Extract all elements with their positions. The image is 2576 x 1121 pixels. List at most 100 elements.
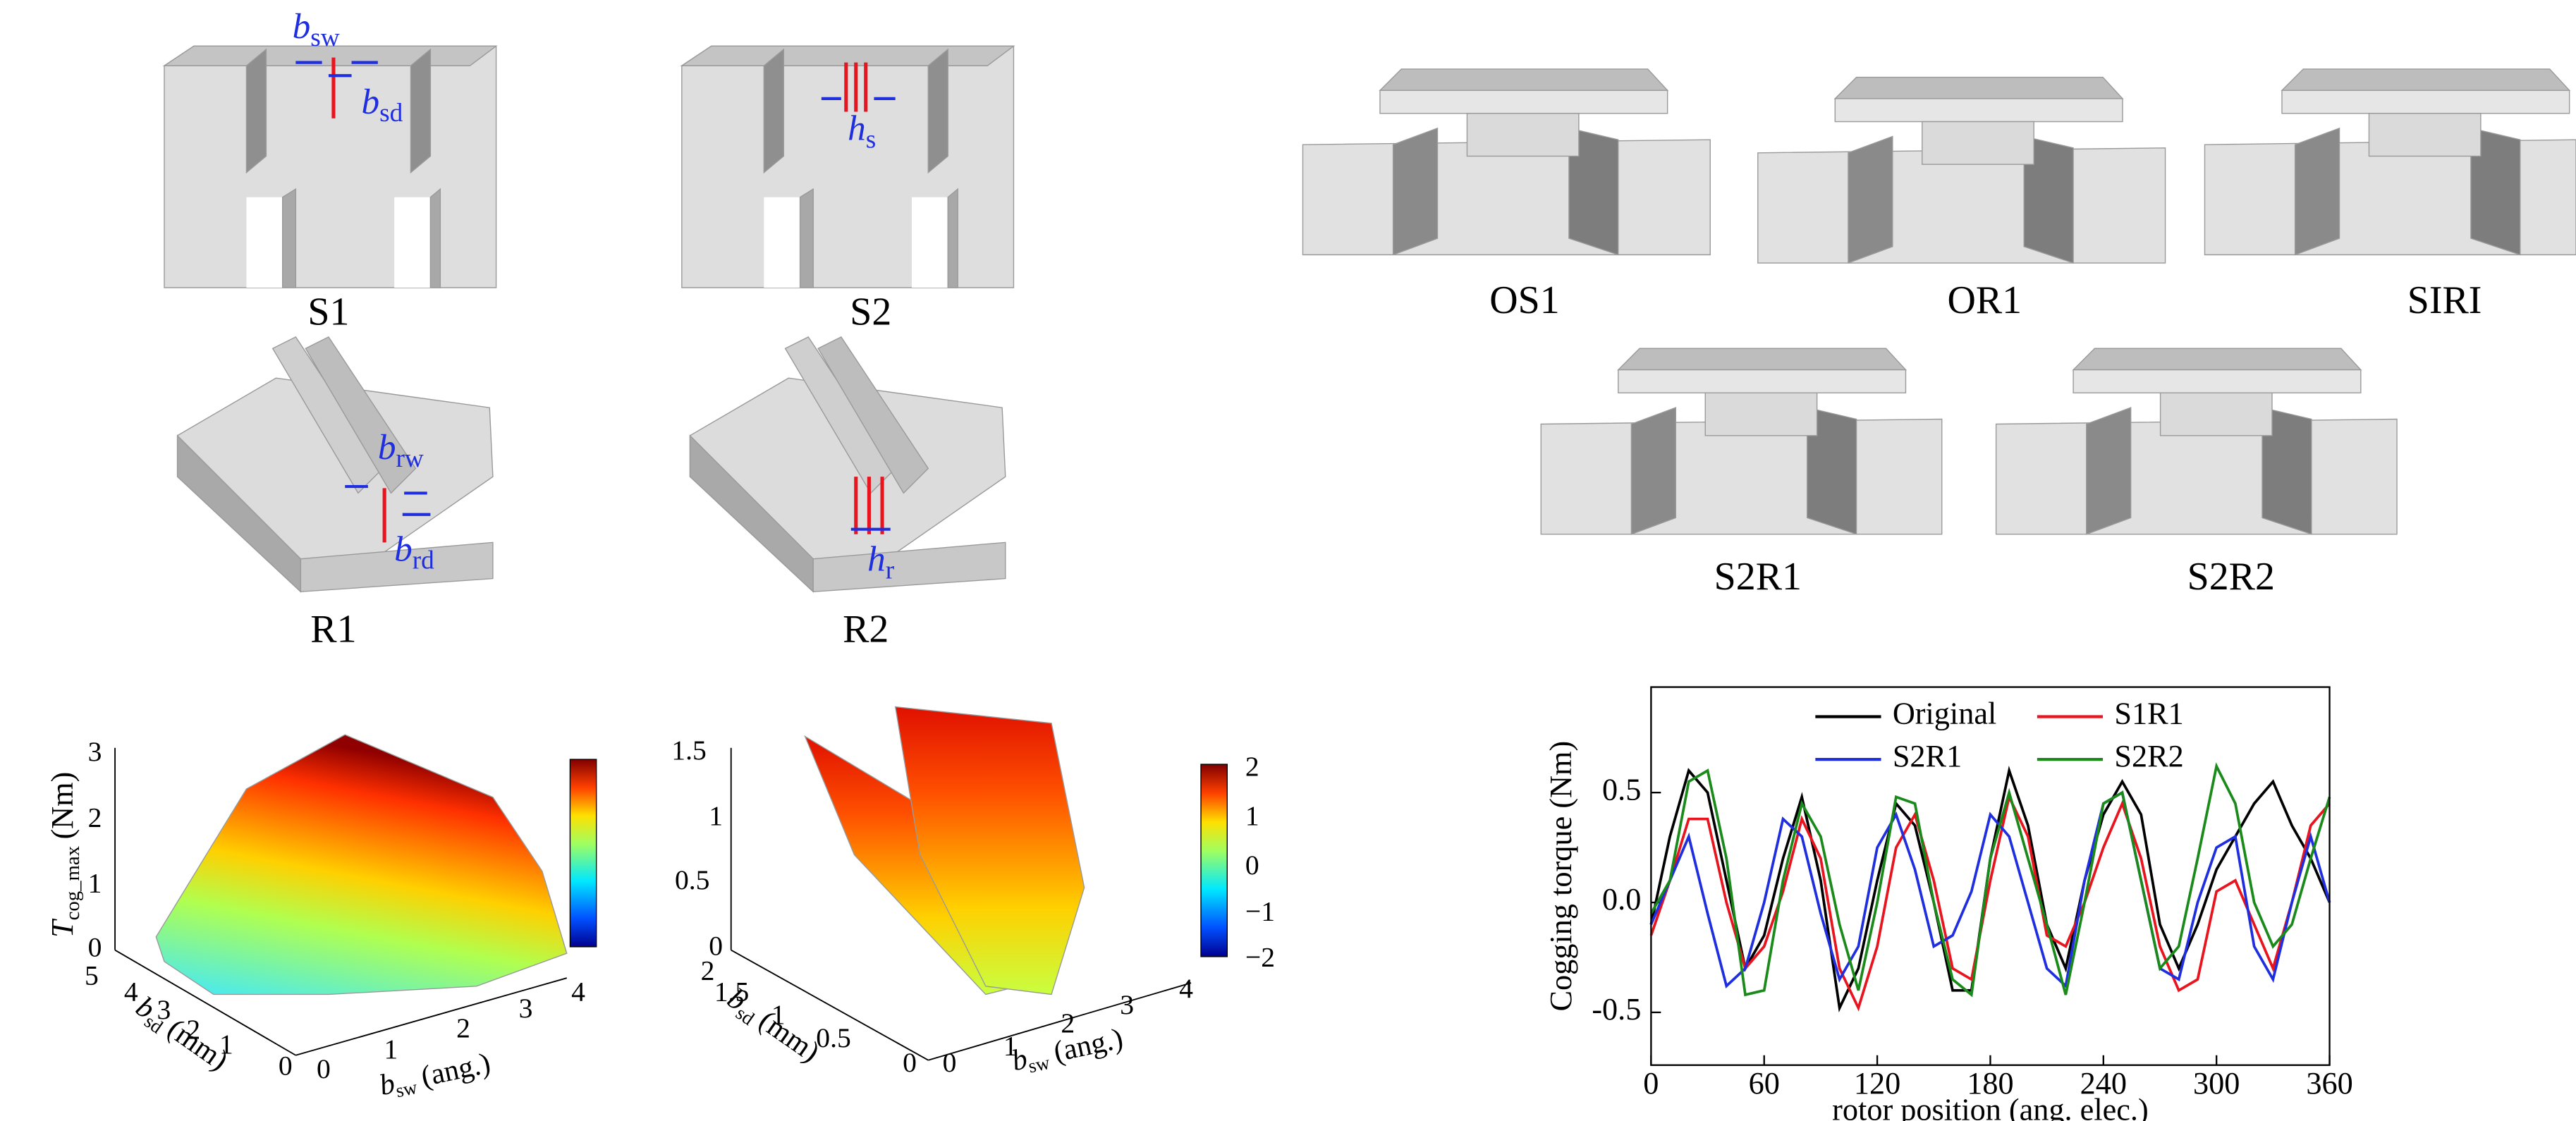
legend-label: Original — [1893, 697, 1996, 731]
model-shape — [764, 197, 800, 288]
x-tick-label: 0 — [317, 1053, 331, 1084]
x-tick-label: 4 — [1179, 973, 1193, 1004]
model-shape — [2282, 90, 2570, 114]
model-label: SIRI — [2407, 278, 2482, 322]
x-tick-label: 0 — [1643, 1066, 1659, 1101]
layout — [115, 46, 2576, 1060]
y-tick-label: 2 — [701, 955, 715, 986]
model-shape — [1922, 122, 2034, 165]
model-label: OS1 — [1489, 278, 1559, 322]
x-tick-label: 1 — [384, 1034, 398, 1065]
y-tick-label: 0 — [903, 1047, 917, 1078]
model-shape — [1302, 140, 1710, 255]
legend-label: S2R1 — [1893, 739, 1962, 773]
model-shape — [2161, 393, 2272, 436]
axis-label-sub: sw — [1027, 1052, 1052, 1077]
x-tick-label: 3 — [519, 993, 533, 1024]
y-tick-label: 0 — [279, 1050, 293, 1081]
y-tick-label: 4 — [124, 976, 138, 1007]
model-shape — [1393, 128, 1438, 255]
axis-label-unit: (ang.) — [418, 1047, 493, 1094]
z-tick-label: 1 — [709, 800, 723, 831]
z-tick-label: 0 — [88, 932, 102, 963]
x-tick-label: 0 — [943, 1047, 957, 1078]
model-shape — [1618, 348, 1906, 369]
model-label: S1 — [307, 290, 349, 333]
model-shape — [1835, 78, 2123, 99]
x-tick-label: 360 — [2306, 1066, 2352, 1101]
axis-label: bsd(mm) — [720, 982, 826, 1071]
x-axis-label: rotor position (ang. elec.) — [1832, 1092, 2149, 1121]
y-tick-label: 0.0 — [1602, 882, 1641, 917]
model-shape — [1996, 419, 2397, 534]
model-shape — [570, 759, 596, 947]
annotation-sub: s — [866, 125, 877, 154]
model-label: R1 — [310, 607, 356, 651]
annotation: bsw — [293, 6, 340, 52]
model-shape — [2282, 69, 2570, 90]
annotation-sub: r — [886, 556, 895, 584]
model-shape — [1380, 69, 1668, 90]
model-shape — [2087, 408, 2131, 534]
model-label: R2 — [843, 607, 889, 651]
model-shape — [1467, 114, 1578, 157]
model-label: OR1 — [1947, 278, 2022, 322]
annotation-base: b — [394, 529, 413, 569]
model-shape — [2073, 370, 2361, 393]
model-shape — [1618, 370, 1906, 393]
annotation-sub: sw — [310, 23, 339, 52]
model-shape — [800, 189, 814, 288]
x-tick-label: 4 — [571, 976, 585, 1007]
axis-label-sub: cog_max — [61, 845, 83, 920]
model-shape — [1835, 99, 2123, 122]
z-tick-label: 0.5 — [675, 864, 709, 895]
z-tick-label: 2 — [88, 802, 102, 833]
model-shape — [1631, 408, 1675, 534]
model-shape — [246, 49, 266, 173]
annotation: brd — [394, 529, 434, 575]
x-tick-label: 3 — [1120, 989, 1134, 1020]
y-tick-label: 0.5 — [1602, 772, 1641, 807]
model-shape — [394, 197, 430, 288]
model-shape — [164, 46, 496, 288]
model-shape — [2369, 114, 2480, 157]
colorbar-tick-label: −2 — [1245, 942, 1275, 973]
axis-label-unit: (mm) — [753, 1004, 826, 1068]
z-tick-label: 1.5 — [671, 735, 706, 766]
axis-label-sub: sw — [394, 1077, 420, 1102]
z-tick-label: 3 — [88, 736, 102, 767]
model-shape — [1758, 148, 2166, 263]
model-shape — [948, 189, 958, 288]
model-shape — [2073, 348, 2361, 369]
figure: S1 S2 R1 R2 OS1 OR1 SIRI S2R1 S2R2 bsw b… — [0, 0, 2576, 1121]
model-shape — [156, 735, 566, 994]
x-tick-label: 60 — [1749, 1066, 1780, 1101]
model-shape — [283, 189, 296, 288]
model-shape — [1705, 393, 1817, 436]
model-shape — [896, 706, 1085, 994]
model-label: S2R2 — [2187, 555, 2275, 599]
colorbar-tick-label: 2 — [1245, 751, 1259, 782]
model-label: S2 — [850, 290, 891, 333]
y-axis-label: Cogging torque (Nm) — [1544, 741, 1578, 1012]
annotation-base: b — [362, 82, 380, 122]
annotation-base: b — [293, 6, 311, 47]
x-tick-label: 300 — [2193, 1066, 2240, 1101]
annotation-sub: rw — [396, 443, 423, 472]
model-shape — [1848, 137, 1893, 264]
colorbar-tick-label: 1 — [1245, 800, 1259, 831]
series-line — [1651, 797, 2329, 1007]
axis-label: Tcog_max(Nm) — [45, 772, 83, 938]
model-shape — [246, 197, 282, 288]
page: S1 S2 R1 R2 OS1 OR1 SIRI S2R1 S2R2 bsw b… — [0, 0, 2576, 1121]
axis-label-base: T — [45, 918, 80, 938]
y-tick-label: 5 — [85, 960, 99, 991]
model-shape — [430, 189, 440, 288]
model-label: S2R1 — [1714, 555, 1802, 599]
y-tick-label: 0.5 — [816, 1022, 850, 1053]
legend-label: S2R2 — [2114, 739, 2183, 773]
model-shape — [928, 49, 948, 173]
model-shape — [1380, 90, 1668, 114]
model-shape — [410, 49, 430, 173]
x-tick-label: 2 — [456, 1012, 470, 1043]
